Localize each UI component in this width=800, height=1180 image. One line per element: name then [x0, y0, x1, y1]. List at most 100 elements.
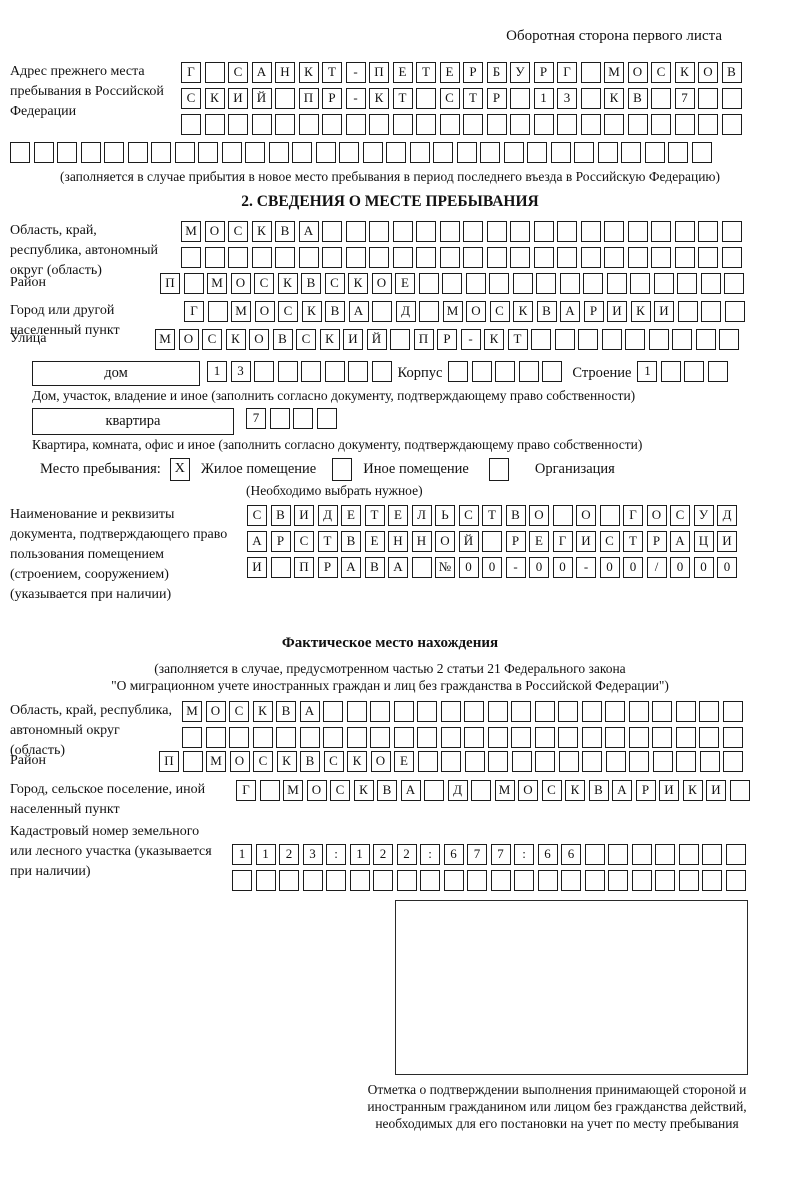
char-cell[interactable]: Д [717, 505, 737, 526]
char-cell[interactable] [392, 247, 413, 268]
char-cell[interactable]: М [231, 301, 251, 322]
char-cell[interactable]: 1 [637, 361, 658, 382]
char-cell[interactable]: И [654, 301, 674, 322]
char-cell[interactable]: Р [635, 780, 656, 801]
char-cell[interactable] [700, 273, 721, 294]
char-cell[interactable] [372, 301, 392, 322]
char-cell[interactable] [418, 273, 439, 294]
char-cell[interactable] [628, 701, 649, 722]
char-cell[interactable] [557, 221, 577, 242]
char-cell[interactable] [181, 247, 201, 268]
char-cell[interactable] [302, 870, 323, 891]
char-cell[interactable] [699, 727, 719, 748]
char-cell[interactable] [80, 142, 101, 163]
char-cell[interactable]: П [369, 62, 389, 83]
char-cell[interactable] [668, 142, 688, 163]
char-cell[interactable]: Т [364, 505, 385, 526]
char-cell[interactable]: 0 [482, 557, 502, 578]
char-cell[interactable]: А [670, 531, 690, 552]
char-cell[interactable]: К [513, 301, 533, 322]
char-cell[interactable]: : [326, 844, 346, 865]
char-cell[interactable]: 0 [623, 557, 643, 578]
char-cell[interactable] [416, 221, 436, 242]
char-cell[interactable] [316, 408, 337, 429]
char-cell[interactable]: Р [505, 531, 526, 552]
char-cell[interactable]: С [599, 531, 620, 552]
char-cell[interactable] [536, 273, 556, 294]
char-cell[interactable] [392, 114, 413, 135]
char-cell[interactable]: 0 [529, 557, 549, 578]
char-cell[interactable] [268, 142, 289, 163]
char-cell[interactable]: Д [317, 505, 338, 526]
char-cell[interactable] [722, 701, 743, 722]
char-cell[interactable]: 2 [279, 844, 299, 865]
char-cell[interactable] [229, 727, 249, 748]
char-cell[interactable] [487, 727, 508, 748]
char-cell[interactable]: С [228, 62, 248, 83]
char-cell[interactable]: О [370, 751, 391, 772]
char-cell[interactable] [369, 114, 389, 135]
char-cell[interactable] [725, 870, 746, 891]
char-cell[interactable] [386, 142, 406, 163]
char-cell[interactable]: О [466, 301, 486, 322]
char-cell[interactable] [424, 780, 444, 801]
char-cell[interactable]: О [178, 329, 199, 350]
char-cell[interactable]: С [296, 329, 316, 350]
char-cell[interactable] [631, 844, 652, 865]
char-cell[interactable] [722, 727, 743, 748]
char-cell[interactable]: 0 [458, 557, 479, 578]
char-cell[interactable]: О [529, 505, 549, 526]
char-cell[interactable] [724, 301, 745, 322]
char-cell[interactable] [651, 114, 671, 135]
char-cell[interactable] [417, 701, 437, 722]
char-cell[interactable] [416, 88, 436, 109]
char-cell[interactable] [627, 247, 648, 268]
char-cell[interactable] [652, 701, 672, 722]
char-cell[interactable] [254, 361, 274, 382]
char-cell[interactable] [373, 870, 393, 891]
char-cell[interactable] [702, 870, 722, 891]
char-cell[interactable]: Н [275, 62, 295, 83]
kvartira-box[interactable]: квартира [32, 408, 234, 435]
char-cell[interactable] [511, 701, 531, 722]
char-cell[interactable] [580, 247, 601, 268]
char-cell[interactable] [695, 329, 716, 350]
char-cell[interactable] [348, 361, 368, 382]
char-cell[interactable] [207, 301, 228, 322]
char-cell[interactable] [557, 114, 577, 135]
char-cell[interactable] [465, 273, 486, 294]
char-cell[interactable] [655, 870, 675, 891]
char-cell[interactable] [182, 727, 202, 748]
char-cell[interactable]: Р [486, 88, 507, 109]
char-cell[interactable]: С [254, 273, 274, 294]
char-cell[interactable] [676, 751, 696, 772]
char-cell[interactable] [486, 221, 507, 242]
char-cell[interactable]: Т [322, 62, 342, 83]
char-cell[interactable] [371, 361, 392, 382]
char-cell[interactable]: С [181, 88, 201, 109]
char-cell[interactable]: 1 [232, 844, 252, 865]
char-cell[interactable]: П [298, 88, 319, 109]
char-cell[interactable]: Е [395, 273, 415, 294]
char-cell[interactable]: К [604, 88, 624, 109]
char-cell[interactable] [691, 142, 712, 163]
char-cell[interactable]: 0 [599, 557, 620, 578]
char-cell[interactable]: И [607, 301, 627, 322]
char-cell[interactable]: О [205, 701, 226, 722]
char-cell[interactable] [503, 142, 524, 163]
char-cell[interactable]: 7 [490, 844, 511, 865]
char-cell[interactable]: М [442, 301, 463, 322]
char-cell[interactable] [512, 273, 533, 294]
char-cell[interactable]: Г [181, 62, 201, 83]
char-cell[interactable] [417, 751, 438, 772]
char-cell[interactable]: Е [394, 751, 414, 772]
char-cell[interactable]: У [693, 505, 714, 526]
char-cell[interactable]: 7 [467, 844, 487, 865]
char-cell[interactable]: С [294, 531, 314, 552]
char-cell[interactable] [182, 751, 203, 772]
char-cell[interactable] [345, 221, 366, 242]
char-cell[interactable] [10, 142, 30, 163]
checkbox-zhiloe[interactable]: X [169, 458, 190, 481]
char-cell[interactable]: Е [388, 505, 408, 526]
char-cell[interactable] [655, 844, 675, 865]
